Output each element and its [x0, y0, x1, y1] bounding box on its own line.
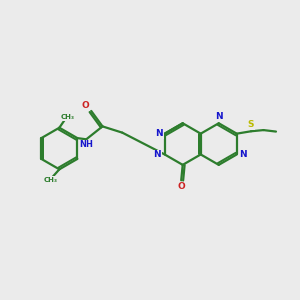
Text: N: N — [155, 129, 163, 138]
Text: O: O — [82, 101, 90, 110]
Text: O: O — [177, 182, 185, 191]
Text: N: N — [215, 112, 223, 121]
Text: CH₃: CH₃ — [61, 114, 75, 120]
Text: N: N — [239, 150, 247, 159]
Text: S: S — [248, 120, 254, 129]
Text: CH₃: CH₃ — [44, 177, 57, 183]
Text: NH: NH — [79, 140, 93, 149]
Text: N: N — [153, 150, 161, 159]
